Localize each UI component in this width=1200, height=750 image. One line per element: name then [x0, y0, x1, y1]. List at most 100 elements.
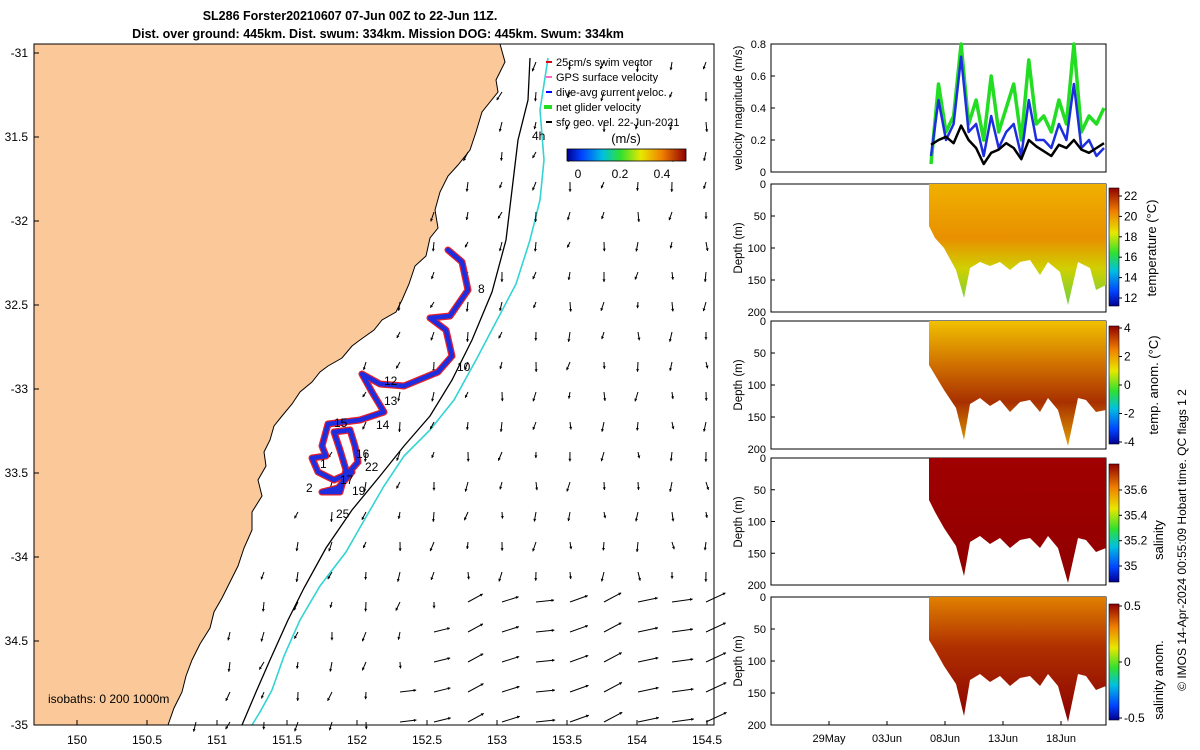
velocity-arrowhead [396, 457, 400, 461]
velocity-arrowhead [398, 548, 402, 552]
date-tick-label: 18Jun [1046, 733, 1076, 745]
velocity-arrowhead [669, 458, 673, 462]
velocity-arrowhead [635, 188, 640, 191]
velocity-arrowhead [655, 626, 659, 630]
velocity-arrowhead [533, 126, 537, 130]
velocity-arrow [501, 685, 520, 693]
velocity-arrowhead [636, 369, 640, 372]
map-y-tick-label: -35 [11, 718, 29, 732]
speed-colorbar-tick: 0 [575, 167, 582, 181]
velocity-arrow [535, 689, 555, 693]
velocity-arrow [671, 598, 693, 603]
velocity-arrowhead [690, 687, 694, 691]
velocity-arrowhead [479, 593, 483, 597]
velocity-arrowhead [585, 684, 589, 688]
velocity-arrow [569, 595, 588, 603]
velocity-arrowhead [533, 248, 537, 252]
velocity-arrowhead [498, 128, 502, 132]
velocity-arrowhead [669, 488, 673, 492]
velocity-arrowhead [655, 656, 659, 660]
colorbar-tick-label: 35.2 [1124, 534, 1148, 548]
velocity-arrowhead [397, 398, 401, 402]
track-label: 12 [384, 374, 398, 388]
velocity-arrowhead [532, 187, 535, 191]
map-panel: 4h 8 10 12 13 14 15 16 22 1 2 17 19 25 1… [5, 43, 727, 747]
map-x-tick-label: 152 [347, 733, 367, 747]
velocity-arrowhead [618, 682, 622, 686]
velocity-arrowhead [690, 627, 693, 632]
velocity-arrowhead [655, 686, 659, 690]
velocity-arrowhead [500, 515, 504, 519]
y-tick-label: 150 [748, 548, 766, 560]
velocity-arrowhead [432, 605, 436, 609]
velocity-arrowhead [566, 217, 570, 221]
velocity-arrowhead [534, 219, 538, 222]
velocity-arrowhead [636, 487, 640, 490]
temperature-colorbar-ticks: 22 20 18 16 14 12 [1119, 189, 1138, 305]
y-tick-label: 50 [754, 348, 766, 360]
velocity-arrowhead [465, 308, 469, 312]
velocity-arrowhead [260, 638, 264, 642]
velocity-arrowhead [602, 129, 606, 132]
velocity-arrowhead [293, 607, 297, 611]
velocity-arrowhead [363, 488, 367, 492]
velocity-arrow [433, 657, 451, 663]
velocity-arrowhead [635, 248, 639, 252]
velocity-arrowhead [670, 576, 674, 579]
velocity-arrowhead [619, 712, 623, 715]
velocity-arrowhead [534, 338, 538, 341]
velocity-arrowhead [704, 398, 708, 401]
velocity-arrowhead [499, 158, 504, 161]
colorbar-tick-label: 20 [1124, 209, 1138, 223]
velocity-arrowhead [585, 714, 589, 718]
velocity-arrow [603, 682, 623, 693]
velocity-arrowhead [364, 608, 368, 612]
velocity-arrow [467, 683, 484, 693]
velocity-arrowhead [703, 547, 707, 551]
velocity-arrow [671, 688, 694, 693]
sal-anom-cbar-label: salinity anom. [1151, 640, 1166, 719]
velocity-arrowhead [566, 367, 570, 371]
colorbar-tick-label: -4 [1124, 435, 1135, 449]
colorbar-tick-label: 35.4 [1124, 508, 1148, 522]
velocity-arrowhead [330, 637, 334, 641]
velocity-arrowhead [706, 486, 710, 490]
velocity-arrowhead [705, 248, 709, 251]
velocity-arrowhead [227, 669, 231, 672]
velocity-arrowhead [567, 339, 571, 342]
velocity-arrowhead [464, 488, 468, 492]
velocity-arrowhead [432, 487, 436, 491]
map-y-tick-label: 34.5 [5, 634, 29, 648]
colorbar-tick-label: 12 [1124, 291, 1138, 305]
velocity-arrowhead [534, 455, 538, 459]
salinity-y-axis: 0 50 100 150 200 [748, 453, 775, 592]
velocity-arrow [467, 593, 483, 603]
salinity-ylabel: Depth (m) [733, 496, 745, 547]
velocity-arrowhead [567, 67, 572, 70]
track-label: 13 [384, 394, 398, 408]
velocity-arrowhead [567, 395, 571, 399]
y-tick-label: 50 [754, 211, 766, 223]
date-tick-label: 29May [812, 733, 846, 745]
velocity-arrow [671, 718, 694, 723]
y-tick-label: 0.4 [751, 103, 766, 115]
velocity-arrowhead [430, 276, 434, 280]
velocity-arrowhead [669, 94, 673, 98]
temperature-colorbar [1108, 187, 1120, 307]
temperature-y-axis: 0 50 100 150 200 [748, 179, 775, 319]
velocity-arrowhead [479, 623, 483, 627]
velocity-series [929, 42, 1106, 166]
colorbar-tick-label: 2 [1124, 350, 1131, 364]
y-tick-label: 150 [748, 275, 766, 287]
velocity-arrowhead [669, 368, 673, 371]
colorbar-tick-label: 35.6 [1124, 483, 1148, 497]
speed-colorbar-ramp [566, 148, 687, 162]
salinity-colorbar [1108, 463, 1120, 583]
y-tick-label: 0.6 [751, 71, 766, 83]
velocity-arrowhead [463, 157, 467, 161]
velocity-arrowhead [447, 627, 450, 631]
track-label: 1 [320, 457, 327, 471]
velocity-arrow [603, 711, 623, 723]
velocity-arrowhead [362, 426, 366, 430]
